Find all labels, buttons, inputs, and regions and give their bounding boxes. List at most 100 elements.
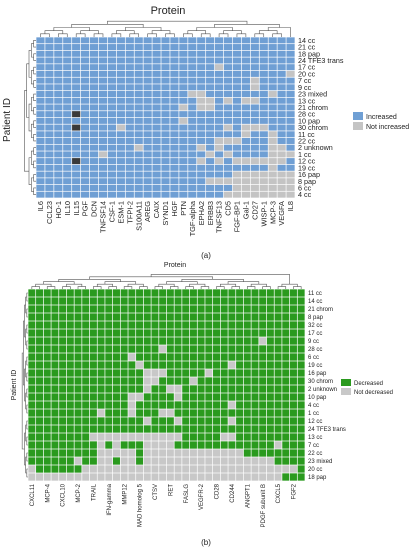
legend-swatch-increased — [353, 112, 363, 120]
panel-b-cell — [297, 377, 305, 385]
panel-a-cell — [161, 37, 170, 44]
panel-b-cell — [205, 441, 213, 449]
panel-b-cell — [259, 417, 267, 425]
panel-b-cell — [259, 305, 267, 313]
panel-a-column-label: IL8 — [286, 201, 295, 211]
panel-b-cell — [120, 425, 128, 433]
panel-b-cell — [197, 361, 205, 369]
panel-a-cell — [214, 84, 224, 91]
panel-a-cell — [36, 171, 45, 178]
panel-a-column-labels: IL6 CCL23 HO-1 IL10 IL15 PGF DCN TNFSF14 CSF-1 ES… — [36, 200, 295, 236]
panel-b-cell — [243, 337, 251, 345]
panel-a-row-label: 1 cc — [298, 150, 312, 159]
panel-a-row-label: 11 cc — [298, 130, 315, 139]
panel-a-cell — [241, 44, 250, 51]
panel-b-cell — [274, 369, 282, 377]
panel-a-cell — [197, 111, 206, 118]
panel-a-cell — [63, 77, 72, 84]
panel-a-cell — [241, 84, 250, 91]
panel-a-cell — [81, 64, 90, 71]
panel-b-cell — [282, 433, 290, 441]
panel-b-cell — [43, 449, 51, 457]
panel-a-cell — [206, 164, 215, 171]
panel-a-cell — [54, 91, 63, 98]
panel-b-column-dendrogram-branch — [170, 286, 179, 289]
panel-b-cell — [289, 465, 297, 473]
panel-a-cell — [54, 184, 63, 191]
panel-b-cell — [51, 409, 59, 417]
panel-b-column-dendrogram-branch — [31, 286, 40, 289]
panel-b-cell — [174, 313, 182, 321]
panel-b-cell — [105, 345, 113, 353]
panel-a-cell — [36, 111, 45, 118]
panel-a-cell — [107, 158, 117, 165]
panel-b-cell — [66, 449, 74, 457]
panel-a-cell — [134, 44, 143, 51]
panel-a-cell — [268, 64, 277, 71]
panel-b-cell — [43, 425, 51, 433]
panel-a-cell — [143, 77, 152, 84]
panel-b-cell — [251, 377, 259, 385]
panel-a-cell — [63, 191, 72, 198]
panel-b-cell — [166, 385, 174, 393]
panel-a-cell — [63, 164, 72, 171]
panel-a-column-label: FGF-BP1 — [233, 201, 242, 232]
panel-b-cell — [189, 353, 197, 361]
panel-a-cell — [107, 144, 117, 151]
panel-a-cell — [197, 77, 206, 84]
panel-b-cell — [66, 345, 74, 353]
panel-a-cell — [54, 131, 63, 138]
panel-a-cell — [116, 124, 125, 131]
panel-a-cell — [241, 137, 250, 144]
panel-b-cell — [82, 377, 90, 385]
panel-b-cell — [159, 425, 167, 433]
panel-b-cell — [182, 385, 190, 393]
panel-b-cell — [36, 385, 44, 393]
panel-b-cell — [236, 353, 244, 361]
panel-a-cell — [45, 111, 54, 118]
panel-b-cell — [282, 329, 290, 337]
panel-a-cell — [54, 50, 63, 57]
panel-a-cell — [241, 158, 250, 165]
panel-a-cell — [152, 151, 161, 158]
panel-a-cell — [152, 44, 161, 51]
panel-b-cell — [251, 393, 259, 401]
panel-b-cell — [197, 329, 205, 337]
panel-b-row-dendrogram-branch — [26, 372, 28, 382]
panel-b-cell — [66, 369, 74, 377]
panel-b-cell — [89, 441, 97, 449]
panel-a-cell — [170, 144, 179, 151]
panel-a-cell — [125, 57, 134, 64]
panel-a-cell — [170, 158, 179, 165]
panel-a-cell — [179, 111, 188, 118]
panel-b-cell — [120, 417, 128, 425]
panel-a-cell — [81, 124, 90, 131]
panel-b-cell — [51, 329, 59, 337]
panel-b-cell — [259, 329, 267, 337]
panel-b-cell — [28, 417, 36, 425]
panel-a-cell — [54, 137, 63, 144]
panel-a-cell — [107, 131, 117, 138]
panel-a-cell — [89, 137, 99, 144]
panel-b-cell — [274, 353, 282, 361]
panel-b-cell — [197, 369, 205, 377]
panel-a-cell — [232, 184, 242, 191]
panel-b-cell — [228, 305, 236, 313]
panel-b-cell — [266, 313, 274, 321]
panel-b-cell — [97, 321, 105, 329]
panel-a-cell — [250, 158, 259, 165]
panel-a-cell — [81, 97, 90, 104]
panel-a-cell — [188, 50, 197, 57]
panel-a-cell — [98, 64, 108, 71]
panel-b-cell — [59, 441, 67, 449]
panel-a-cell — [134, 111, 143, 118]
panel-a-cell — [116, 131, 125, 138]
panel-a-grid-background — [36, 37, 295, 198]
panel-a-cell — [214, 144, 224, 151]
panel-b-cell — [112, 401, 120, 409]
panel-b-cell — [228, 337, 236, 345]
panel-a-column-label: TGF-alpha — [188, 200, 197, 236]
panel-b-cell — [43, 297, 51, 305]
panel-b-cell — [228, 353, 236, 361]
